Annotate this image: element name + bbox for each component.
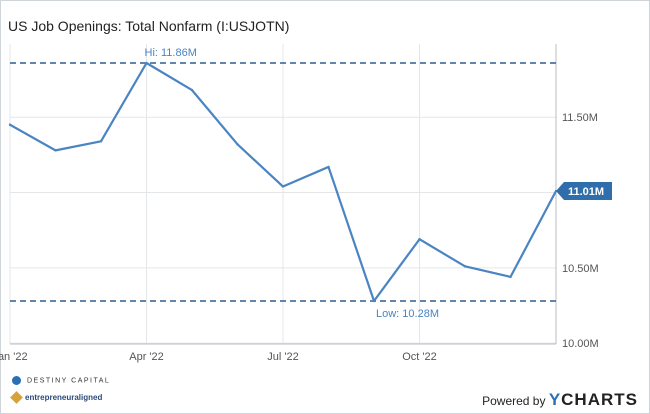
data-point (236, 143, 239, 146)
hi-label: Hi: 11.86M (145, 47, 197, 59)
x-tick-label: Jul '22 (267, 351, 298, 363)
data-point (99, 140, 103, 143)
destiny-logo-icon (12, 376, 21, 385)
data-point (281, 185, 285, 188)
data-point (509, 275, 512, 279)
chart-title: US Job Openings: Total Nonfarm (I:USJOTN… (8, 18, 290, 34)
data-point (418, 238, 421, 241)
y-tick-label: 11.50M (562, 112, 598, 124)
low-label: Low: 10.28M (376, 308, 439, 320)
entrepreneur-logo-icon (10, 391, 23, 405)
destiny-capital-logo: DESTINY CAPITAL entrepreneuraligned (10, 376, 132, 406)
brand-line2: entrepreneuraligned (25, 393, 103, 402)
last-value-flag (556, 182, 612, 201)
x-tick-label: Jan '22 (0, 351, 28, 363)
data-point (145, 61, 148, 65)
data-point (327, 165, 330, 169)
data-point (190, 88, 194, 92)
data-point (8, 123, 12, 126)
data-point (463, 265, 467, 268)
x-tick-label: Apr '22 (129, 351, 164, 363)
last-value-label: 11.01M (568, 186, 604, 198)
x-tick-label: Oct '22 (402, 351, 437, 363)
data-point (54, 149, 57, 152)
brand-line1: DESTINY CAPITAL (27, 377, 111, 385)
y-tick-label: 10.00M (562, 338, 599, 350)
data-point (372, 299, 376, 303)
powered-by-ycharts[interactable]: Powered by YCHARTS (482, 390, 638, 410)
y-tick-label: 10.50M (562, 263, 599, 275)
ycharts-logo: YCHARTS (548, 390, 638, 409)
powered-by-text: Powered by (482, 394, 546, 408)
